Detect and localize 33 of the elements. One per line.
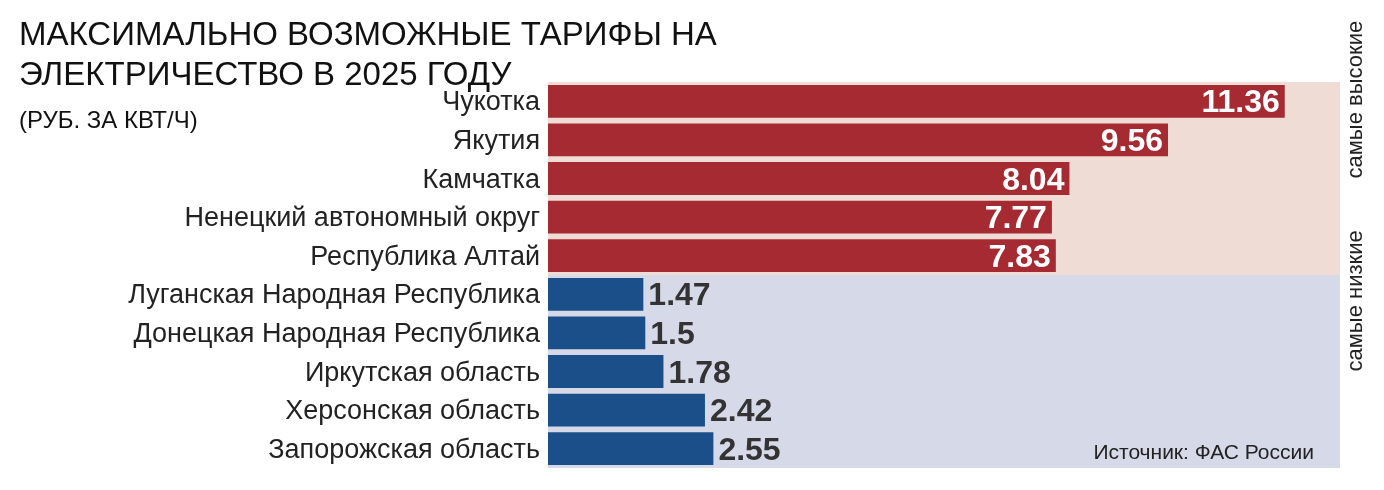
data-label: 11.36 [1201, 83, 1280, 120]
y-tick-label: Луганская Народная Республика [128, 279, 541, 310]
data-label: 9.56 [1100, 121, 1164, 158]
band-label: самые высокие [1341, 20, 1367, 179]
bar [548, 84, 1285, 118]
data-label: 7.83 [988, 237, 1051, 274]
data-label: 8.04 [1002, 160, 1065, 197]
y-tick-label: Иркутская область [304, 356, 540, 387]
annotation: Источник: ФАС России [1093, 440, 1314, 463]
text: (РУБ. ЗА КВТ/Ч) [19, 105, 198, 133]
bar [548, 239, 1056, 273]
data-label: 2.42 [709, 392, 773, 429]
bar [548, 393, 705, 427]
bar [548, 277, 644, 311]
y-tick-label: Камчатка [422, 163, 541, 194]
band-label: самые низкие [1341, 230, 1367, 372]
bar [548, 123, 1169, 157]
data-label: 7.77 [984, 199, 1047, 236]
data-label: 1.47 [648, 276, 711, 313]
data-label: 1.5 [650, 314, 695, 351]
y-tick-label: Ненецкий автономный округ [184, 202, 541, 233]
bar [548, 162, 1070, 195]
bar [548, 432, 714, 466]
data-label: 2.55 [718, 430, 781, 467]
bar [548, 316, 646, 350]
y-tick-label: Республика Алтай [310, 240, 540, 271]
y-tick-label: Донецкая Народная Республика [133, 317, 541, 348]
y-tick-label: Запорожская область [268, 433, 540, 464]
data-label: 1.78 [668, 353, 731, 390]
y-tick-label: Якутия [452, 124, 540, 155]
bar [548, 200, 1052, 234]
y-tick-label: Херсонская область [285, 395, 540, 426]
bar [548, 355, 664, 388]
